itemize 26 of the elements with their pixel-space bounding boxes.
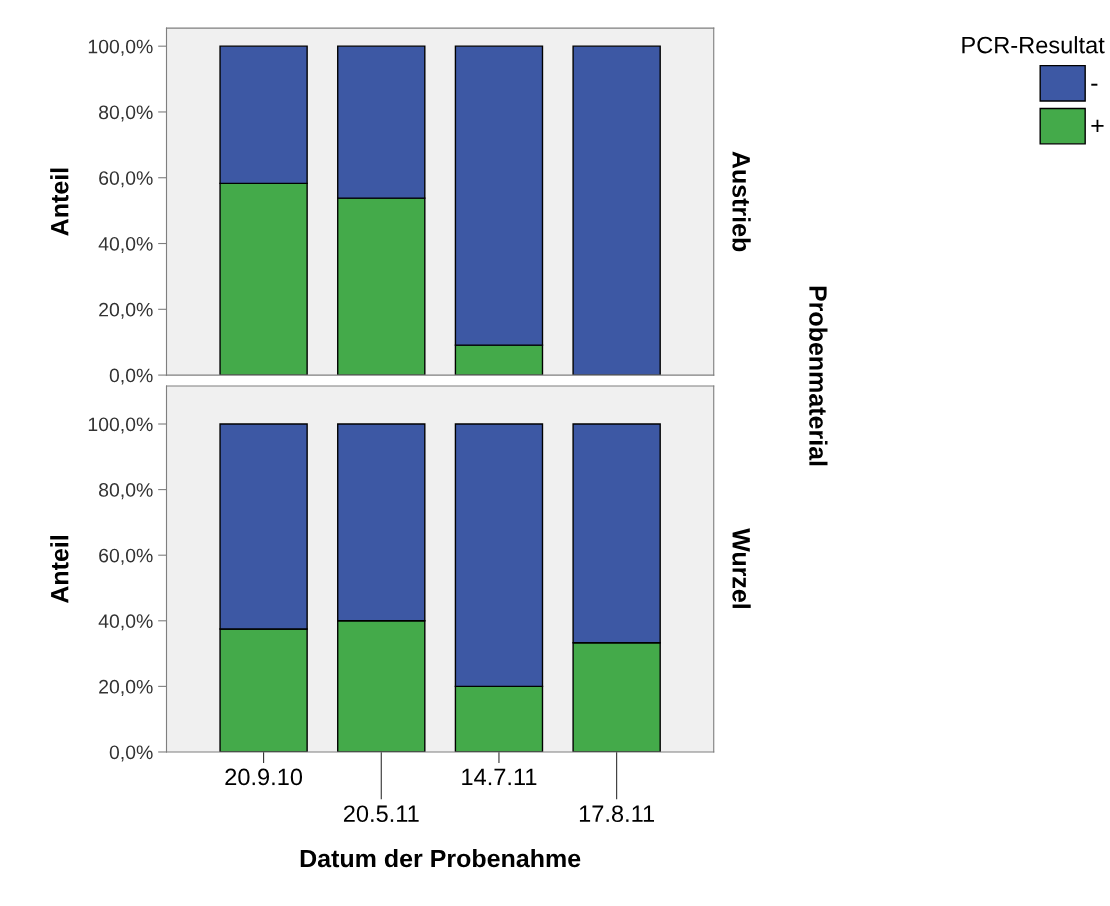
y-tick-label: 60,0% [99,548,153,565]
bar [572,45,661,376]
y-axis-title: Anteil [50,168,69,236]
x-tick-label: 20.9.10 [225,768,303,786]
text: Probenmaterial [809,286,828,466]
x-tick-label: 17.8.11 [579,805,655,823]
y-tick-label: 80,0% [99,483,153,500]
y-tick-label: 20,0% [99,302,153,319]
x-tick-label: 14.7.11 [462,768,537,786]
x-axis-title: Datum der Probenahme [300,848,581,868]
y-tick-label: 80,0% [99,105,153,122]
y2-axis-title: Austrieb [732,151,751,252]
y-tick-label: 40,0% [98,236,153,254]
legend-title: PCR-Resultat [962,36,1105,54]
legend-label: - [1091,83,1098,86]
y2-axis-title: Wurzel [732,528,751,608]
x-tick-label: 20.5.11 [343,805,419,823]
y-tick-label: 100,0% [88,39,153,56]
y-tick-label: 20,0% [99,679,153,696]
legend-label: + [1091,119,1104,133]
y-tick-label: 0,0% [109,368,153,385]
y-tick-label: 60,0% [99,171,153,188]
y-axis-title: Anteil [50,536,69,604]
y-tick-label: 0,0% [109,745,153,762]
y-tick-label: 40,0% [98,614,153,631]
y-tick-label: 100,0% [88,417,153,434]
